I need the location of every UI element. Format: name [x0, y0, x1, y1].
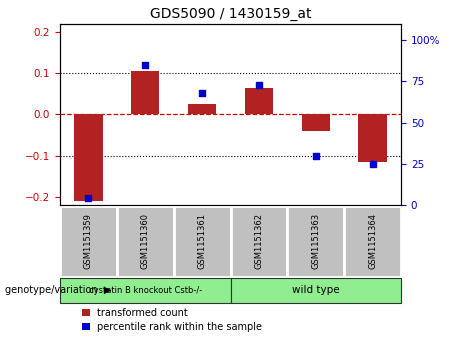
- Text: GSM1151362: GSM1151362: [254, 213, 263, 269]
- Bar: [117, 206, 174, 277]
- Point: [312, 153, 319, 159]
- Point: [255, 82, 263, 87]
- Point: [369, 161, 376, 167]
- Point: [85, 196, 92, 201]
- Title: GDS5090 / 1430159_at: GDS5090 / 1430159_at: [150, 7, 311, 21]
- Bar: [287, 206, 344, 277]
- Bar: [131, 71, 160, 114]
- Text: GSM1151361: GSM1151361: [198, 213, 207, 269]
- Text: GSM1151360: GSM1151360: [141, 213, 150, 269]
- Text: genotype/variation  ▶: genotype/variation ▶: [5, 285, 111, 295]
- Bar: [344, 206, 401, 277]
- Bar: [301, 114, 330, 131]
- Bar: [230, 278, 401, 303]
- Bar: [174, 206, 230, 277]
- Text: GSM1151359: GSM1151359: [84, 213, 93, 269]
- Bar: [358, 114, 387, 162]
- Text: GSM1151364: GSM1151364: [368, 213, 377, 269]
- Point: [198, 90, 206, 96]
- Legend: transformed count, percentile rank within the sample: transformed count, percentile rank withi…: [82, 308, 262, 332]
- Bar: [230, 206, 287, 277]
- Bar: [60, 206, 117, 277]
- Bar: [188, 104, 216, 114]
- Text: GSM1151363: GSM1151363: [311, 213, 320, 269]
- Bar: [60, 278, 230, 303]
- Bar: [74, 114, 102, 201]
- Text: wild type: wild type: [292, 285, 340, 295]
- Bar: [245, 87, 273, 114]
- Text: cystatin B knockout Cstb-/-: cystatin B knockout Cstb-/-: [89, 286, 202, 295]
- Point: [142, 62, 149, 68]
